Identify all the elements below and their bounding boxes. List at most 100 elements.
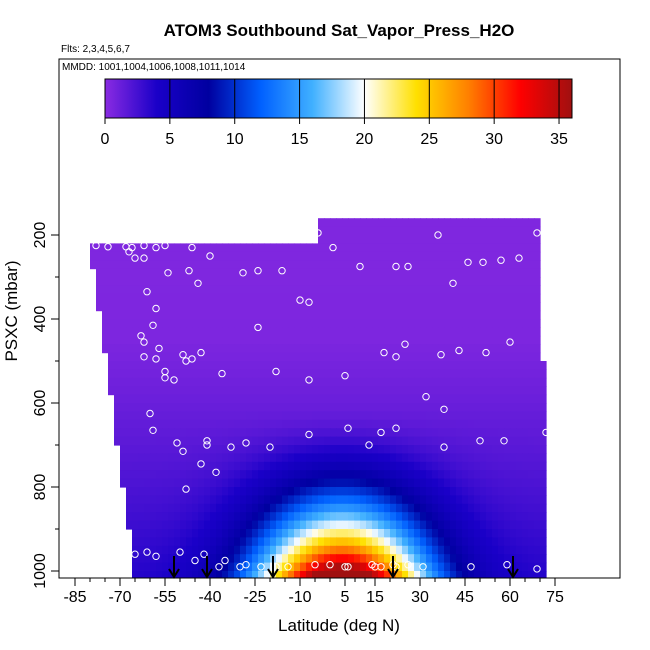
heatmap-cell	[324, 361, 331, 370]
heatmap-cell	[270, 310, 277, 320]
heatmap-cell	[474, 394, 481, 404]
heatmap-cell	[258, 478, 265, 488]
heatmap-cell	[420, 235, 427, 244]
heatmap-cell	[204, 310, 211, 320]
heatmap-cell	[378, 554, 385, 564]
heatmap-cell	[156, 529, 163, 538]
heatmap-cell	[348, 545, 355, 555]
heatmap-cell	[276, 310, 283, 320]
heatmap-cell	[414, 302, 421, 312]
heatmap-cell	[504, 327, 511, 337]
heatmap-cell	[240, 419, 247, 429]
heatmap-cell	[468, 554, 475, 564]
heatmap-cell	[420, 545, 427, 555]
heatmap-cell	[414, 352, 421, 362]
heatmap-cell	[342, 243, 349, 253]
heatmap-cell	[408, 436, 415, 446]
heatmap-cell	[384, 344, 391, 354]
heatmap-cell	[510, 403, 517, 412]
heatmap-cell	[402, 327, 409, 337]
heatmap-cell	[276, 495, 283, 505]
heatmap-cell	[486, 251, 493, 261]
heatmap-cell	[354, 293, 361, 303]
heatmap-cell	[432, 377, 439, 387]
heatmap-cell	[474, 545, 481, 555]
heatmap-cell	[456, 428, 463, 438]
observation-point	[131, 550, 139, 558]
heatmap-cell	[510, 419, 517, 429]
heatmap-cell	[132, 386, 139, 396]
heatmap-cell	[306, 251, 313, 261]
heatmap-cell	[330, 470, 337, 480]
heatmap-cell	[114, 419, 121, 429]
heatmap-cell	[540, 545, 547, 555]
heatmap-cell	[492, 529, 499, 538]
heatmap-cell	[174, 293, 181, 303]
x-tick-label: 5	[341, 589, 350, 606]
heatmap-cell	[504, 243, 511, 253]
heatmap-cell	[534, 369, 541, 379]
heatmap-cell	[330, 487, 337, 496]
heatmap-cell	[162, 251, 169, 261]
heatmap-cell	[360, 495, 367, 505]
heatmap-cell	[378, 512, 385, 522]
heatmap-cell	[150, 470, 157, 480]
heatmap-cell	[486, 461, 493, 471]
heatmap-cell	[234, 461, 241, 471]
heatmap-cell	[342, 411, 349, 421]
heatmap-cell	[426, 529, 433, 538]
heatmap-cell	[216, 310, 223, 320]
heatmap-cell	[510, 285, 517, 295]
heatmap-cell	[198, 319, 205, 328]
heatmap-cell	[516, 352, 523, 362]
heatmap-cell	[246, 251, 253, 261]
heatmap-cell	[288, 293, 295, 303]
heatmap-cell	[246, 554, 253, 564]
heatmap-cell	[510, 428, 517, 438]
heatmap-cell	[222, 293, 229, 303]
heatmap-cell	[324, 277, 331, 286]
heatmap-cell	[426, 277, 433, 286]
heatmap-cell	[360, 428, 367, 438]
heatmap-cell	[180, 277, 187, 286]
heatmap-cell	[498, 327, 505, 337]
heatmap-cell	[246, 310, 253, 320]
heatmap-cell	[474, 562, 481, 572]
heatmap-cell	[246, 260, 253, 270]
heatmap-cell	[474, 512, 481, 522]
observation-point	[197, 348, 205, 357]
heatmap-cell	[384, 503, 391, 513]
heatmap-cell	[180, 419, 187, 429]
heatmap-cell	[432, 243, 439, 253]
heatmap-cell	[132, 403, 139, 412]
heatmap-cell	[330, 453, 337, 463]
heatmap-cell	[126, 428, 133, 438]
heatmap-cell	[318, 445, 325, 454]
heatmap-cell	[492, 554, 499, 564]
heatmap-cell	[414, 428, 421, 438]
heatmap-cell	[192, 411, 199, 421]
heatmap-cell	[228, 520, 235, 530]
heatmap-cell	[156, 268, 163, 278]
heatmap-cell	[486, 302, 493, 312]
heatmap-cell	[498, 260, 505, 270]
heatmap-cell	[198, 277, 205, 286]
heatmap-cell	[144, 302, 151, 312]
heatmap-cell	[468, 419, 475, 429]
heatmap-cell	[252, 503, 259, 513]
heatmap-cell	[498, 428, 505, 438]
heatmap-cell	[426, 520, 433, 530]
heatmap-cell	[486, 419, 493, 429]
heatmap-cell	[444, 512, 451, 522]
heatmap-cell	[438, 436, 445, 446]
heatmap-cell	[486, 571, 493, 578]
heatmap-cell	[528, 461, 535, 471]
heatmap-cell	[444, 260, 451, 270]
heatmap-cell	[498, 310, 505, 320]
heatmap-cell	[540, 503, 547, 513]
heatmap-cell	[126, 327, 133, 337]
heatmap-cell	[282, 327, 289, 337]
heatmap-cell	[534, 302, 541, 312]
heatmap-cell	[450, 352, 457, 362]
heatmap-cell	[450, 478, 457, 488]
